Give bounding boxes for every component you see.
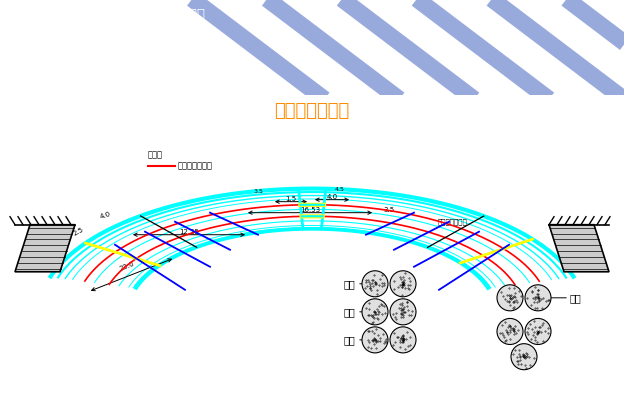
Text: 拱圈分环示意图: 拱圈分环示意图 — [275, 102, 349, 120]
Circle shape — [390, 271, 416, 297]
Text: 图例：: 图例： — [148, 151, 163, 160]
Circle shape — [362, 299, 388, 325]
Text: 1.5: 1.5 — [285, 196, 296, 202]
Circle shape — [362, 271, 388, 297]
Circle shape — [525, 285, 551, 311]
Text: 2.5: 2.5 — [72, 226, 84, 237]
Circle shape — [362, 327, 388, 353]
Text: 3.5: 3.5 — [253, 189, 263, 194]
Circle shape — [497, 318, 523, 344]
Text: 12.25: 12.25 — [179, 229, 199, 235]
Text: 上环: 上环 — [343, 279, 355, 289]
Circle shape — [525, 318, 551, 344]
Text: 拱脚中心截面型: 拱脚中心截面型 — [438, 218, 468, 225]
Text: 16.53: 16.53 — [300, 207, 320, 213]
Text: 4.0: 4.0 — [99, 210, 111, 220]
Circle shape — [497, 285, 523, 311]
Circle shape — [390, 327, 416, 353]
Text: 主拱肋拆除采用斜拉挂扣缆索吊装的施工工艺，分: 主拱肋拆除采用斜拉挂扣缆索吊装的施工工艺，分 — [12, 8, 205, 21]
Text: 中环: 中环 — [343, 307, 355, 317]
Polygon shape — [15, 225, 75, 272]
Text: 3.5: 3.5 — [383, 207, 394, 213]
Text: 4.0: 4.0 — [326, 194, 338, 200]
Polygon shape — [51, 189, 573, 288]
Text: 上、中环断面处: 上、中环断面处 — [178, 161, 213, 170]
Text: 上环: 上环 — [570, 293, 582, 303]
Text: 下环: 下环 — [343, 335, 355, 345]
Text: 4.5: 4.5 — [335, 186, 345, 192]
Polygon shape — [549, 225, 609, 272]
Circle shape — [511, 344, 537, 370]
Circle shape — [390, 299, 416, 325]
Text: 23.0: 23.0 — [119, 260, 135, 272]
Text: 环分段进行。: 环分段进行。 — [12, 52, 61, 65]
